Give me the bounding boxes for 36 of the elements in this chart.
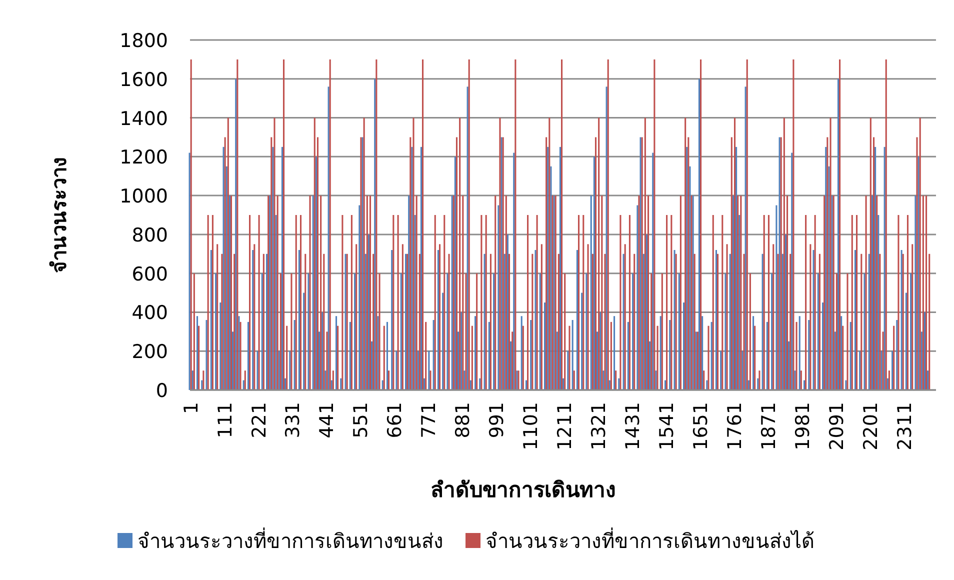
x-tick-label: 1321 <box>588 402 610 450</box>
legend-label: จำนวนระวางที่ขาการเดินทางขนส่งได้ <box>486 527 814 553</box>
x-tick-label: 771 <box>418 402 440 438</box>
x-tick-label: 1651 <box>690 402 712 450</box>
x-axis-title: ลำดับขาการเดินทาง <box>430 478 616 502</box>
x-tick-label: 1431 <box>622 402 644 450</box>
y-tick-label: 800 <box>132 224 168 246</box>
x-tick-label: 1211 <box>554 402 576 450</box>
x-tick-label: 1981 <box>792 402 814 450</box>
x-tick-label: 1 <box>180 402 202 414</box>
y-tick-label: 1200 <box>120 146 168 169</box>
x-tick-label: 1871 <box>758 402 780 450</box>
x-tick-label: 2091 <box>826 402 848 450</box>
x-tick-label: 1541 <box>656 402 678 450</box>
y-axis-title: จำนวนระวาง <box>47 157 71 273</box>
y-tick-label: 200 <box>132 341 168 364</box>
x-tick-label: 991 <box>486 402 508 438</box>
y-tick-label: 400 <box>132 302 168 324</box>
y-tick-label: 1000 <box>120 186 168 208</box>
x-tick-label: 661 <box>384 402 406 438</box>
x-tick-label: 2201 <box>860 402 882 450</box>
y-tick-label: 1800 <box>120 30 168 52</box>
y-tick-label: 1600 <box>120 68 168 91</box>
x-tick-label: 2311 <box>894 402 916 450</box>
x-tick-label: 441 <box>316 402 338 438</box>
x-tick-label: 551 <box>350 402 372 438</box>
legend-label: จำนวนระวางที่ขาการเดินทางขนส่ง <box>138 527 444 553</box>
x-tick-label: 221 <box>248 402 270 438</box>
x-tick-label: 1761 <box>724 402 746 450</box>
y-tick-label: 1400 <box>120 108 168 130</box>
x-tick-label: 111 <box>214 402 236 438</box>
x-tick-label: 331 <box>282 402 304 438</box>
x-tick-label: 1101 <box>520 402 542 450</box>
y-tick-label: 600 <box>132 263 168 286</box>
x-tick-label: 881 <box>452 402 474 438</box>
y-tick-label: 0 <box>156 380 168 402</box>
